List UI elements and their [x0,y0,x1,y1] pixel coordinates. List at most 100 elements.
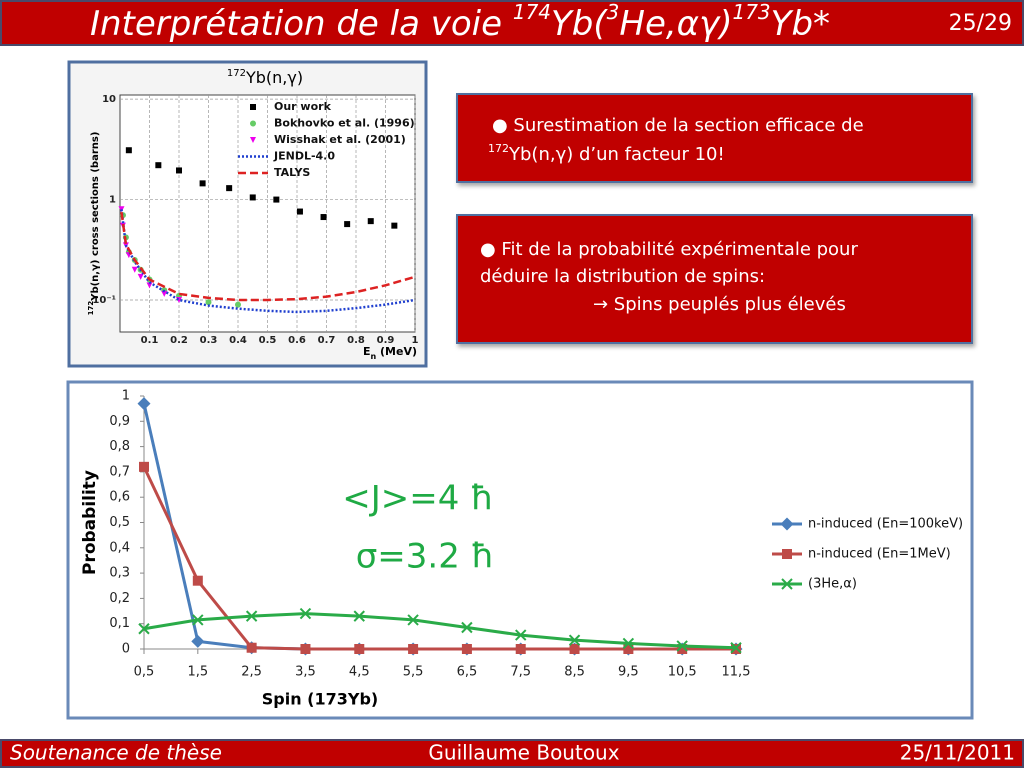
annotation: <J>=4 ħ [342,479,494,519]
series-line [143,612,737,650]
y-tick-label: 0,9 [109,414,130,429]
text: (MeV) [376,345,417,358]
y-tick-label: 10 [102,94,116,105]
y-tick-label: 1 [122,389,130,404]
header-bar [0,0,1024,46]
marker [250,120,256,127]
x-tick-label: 0.1 [141,335,159,346]
legend-label: Bokhovko et al. (1996) [274,117,415,130]
chart-frame [66,380,974,720]
marker [199,180,206,187]
x-tick-label: 8,5 [564,665,585,680]
marker [205,299,212,306]
y-tick-label: 0,4 [109,540,130,555]
marker [138,623,150,635]
marker [515,629,527,641]
y-tick-label: 0,6 [109,490,130,505]
marker [245,610,258,622]
x-tick-label: 10,5 [668,665,697,680]
x-tick-label: 0.2 [170,335,188,346]
marker [137,397,151,411]
marker [235,301,241,308]
title-part: Yb( [551,4,608,44]
x-tick-label: 0.6 [288,335,306,346]
x-tick-label: 3,5 [295,665,316,680]
marker [296,208,303,215]
marker [461,621,473,634]
x-tick-label: 0.3 [200,335,218,346]
marker [781,578,793,590]
y-tick-label: 1 [109,195,116,206]
x-tick-label: 0.7 [318,335,336,346]
marker [367,218,374,225]
x-axis-label: Spin (173Yb) [262,690,378,709]
x-tick-label: 0.9 [377,335,395,346]
slide-title: Interprétation de la voie 174Yb(3He,αγ)1… [90,0,830,44]
text: Yb(n,γ) [245,68,303,87]
sub: n [371,352,377,361]
y-tick-label: 0,7 [109,464,130,479]
marker [176,167,182,174]
inset-title: 172Yb(n,γ) [227,68,303,87]
marker [461,644,472,654]
y-tick-label: 0 [122,642,130,657]
x-tick-label: 1,5 [187,665,208,680]
marker [161,290,168,297]
footer-right: 25/11/2011 [900,741,1015,765]
marker [191,634,205,648]
y-tick-label: 0,8 [109,439,130,454]
legend-label: n-induced (En=1MeV) [808,547,951,562]
marker [623,644,634,654]
x-tick-label: 4,5 [349,665,370,680]
x-tick-label: 7,5 [510,665,531,680]
sup: 172 [227,68,246,79]
box2-line: ● Fit de la probabilité expérimentale po… [480,239,858,260]
legend-label: Our work [274,100,332,113]
sup: 172 [488,142,509,155]
box2 [456,214,973,344]
text: E [363,345,371,358]
sup: 172 [87,301,95,316]
title-part: Yb* [771,4,830,44]
series-line [142,466,736,651]
title-sup: 3 [607,0,620,24]
marker [622,637,635,650]
series-line [120,209,416,314]
y-tick-label: 0,2 [109,591,130,606]
legend-label: n-induced (En=100keV) [808,517,963,532]
marker [780,517,794,531]
x-tick-label: 0,5 [134,665,155,680]
marker [344,221,351,228]
footer-left: Soutenance de thèse [10,741,222,765]
marker [391,222,398,229]
title-sup: 173 [732,0,770,24]
title-part: He,αγ) [619,4,732,44]
marker [408,644,419,654]
marker [569,644,580,654]
annotation: σ=3.2 ħ [356,537,495,577]
box2-line: → Spins peuplés plus élevés [593,294,846,315]
series-line [120,211,416,302]
y-axis-label: Probability [80,470,100,575]
x-tick-label: 6,5 [457,665,478,680]
x-tick-label: 1 [412,335,419,346]
box1-line2: 172Yb(n,γ) d’un facteur 10! [488,142,725,166]
marker [354,644,365,654]
marker [782,549,792,559]
x-axis-label: En (MeV) [363,345,417,361]
marker [192,614,204,626]
y-axis-label: 172Yb(n,γ) cross sections (barns) [87,132,101,316]
marker [250,104,256,110]
marker [226,185,233,192]
y-tick-label: 10⁻¹ [92,295,116,306]
text: Yb(n,γ) d’un facteur 10! [508,144,725,165]
legend-label: (3He,α) [808,577,857,592]
marker [146,282,153,289]
x-tick-label: 5,5 [403,665,424,680]
box1 [456,93,973,183]
marker [320,214,327,221]
x-tick-label: 0.4 [229,335,247,346]
x-tick-label: 0.8 [347,335,365,346]
